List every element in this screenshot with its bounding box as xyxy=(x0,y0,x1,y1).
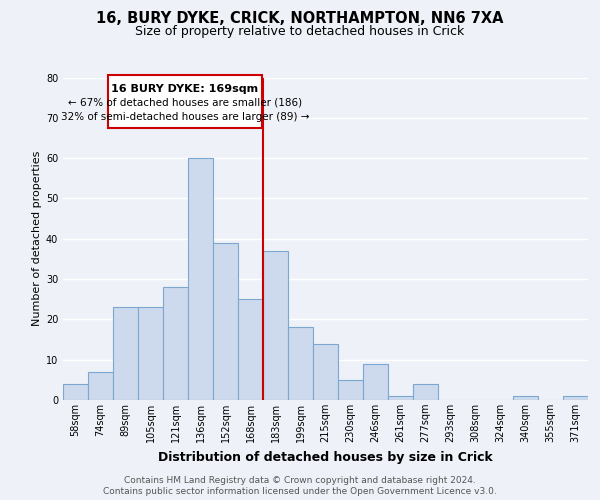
Text: Size of property relative to detached houses in Crick: Size of property relative to detached ho… xyxy=(136,25,464,38)
Text: 32% of semi-detached houses are larger (89) →: 32% of semi-detached houses are larger (… xyxy=(61,112,309,122)
Bar xyxy=(63,384,88,400)
Text: ← 67% of detached houses are smaller (186): ← 67% of detached houses are smaller (18… xyxy=(68,98,302,108)
Bar xyxy=(288,328,313,400)
Bar xyxy=(138,308,163,400)
Text: 16, BURY DYKE, CRICK, NORTHAMPTON, NN6 7XA: 16, BURY DYKE, CRICK, NORTHAMPTON, NN6 7… xyxy=(96,11,504,26)
Bar xyxy=(513,396,538,400)
Bar xyxy=(363,364,388,400)
Bar xyxy=(113,308,138,400)
Bar xyxy=(338,380,363,400)
Text: Contains public sector information licensed under the Open Government Licence v3: Contains public sector information licen… xyxy=(103,487,497,496)
Bar xyxy=(388,396,413,400)
Bar xyxy=(88,372,113,400)
Bar xyxy=(213,243,238,400)
X-axis label: Distribution of detached houses by size in Crick: Distribution of detached houses by size … xyxy=(158,450,493,464)
Bar xyxy=(263,251,288,400)
Bar xyxy=(163,287,188,400)
Bar xyxy=(238,299,263,400)
Bar xyxy=(313,344,338,400)
Text: Contains HM Land Registry data © Crown copyright and database right 2024.: Contains HM Land Registry data © Crown c… xyxy=(124,476,476,485)
Text: 16 BURY DYKE: 169sqm: 16 BURY DYKE: 169sqm xyxy=(112,84,259,94)
Bar xyxy=(188,158,213,400)
Y-axis label: Number of detached properties: Number of detached properties xyxy=(32,151,41,326)
Bar xyxy=(413,384,438,400)
Bar xyxy=(563,396,588,400)
FancyBboxPatch shape xyxy=(108,76,262,128)
